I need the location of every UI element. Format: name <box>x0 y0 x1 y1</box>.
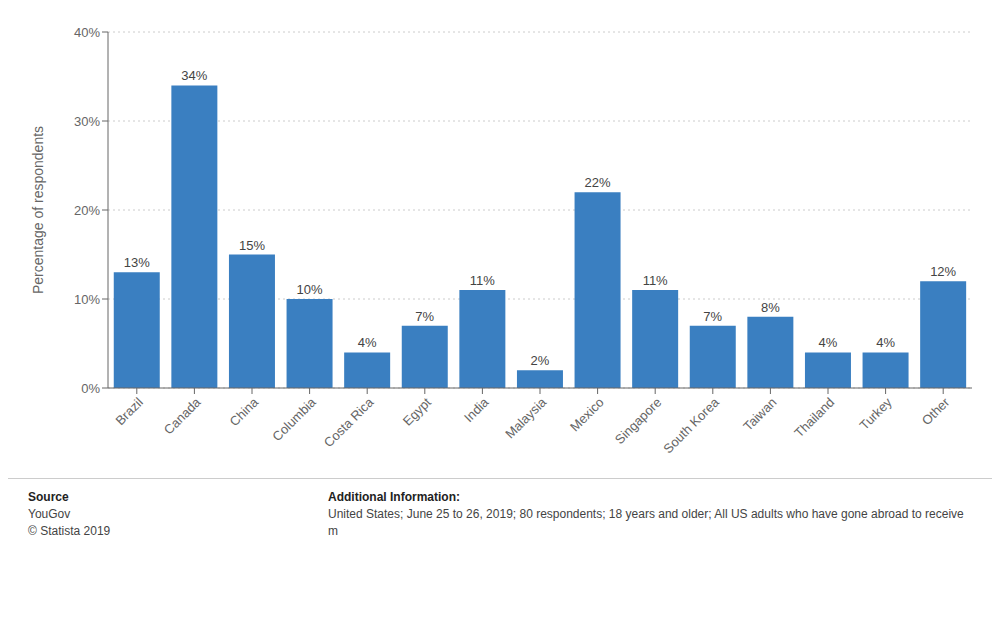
svg-text:7%: 7% <box>415 309 434 324</box>
svg-text:Malaysia: Malaysia <box>502 394 549 441</box>
svg-text:Columbia: Columbia <box>269 394 319 444</box>
svg-text:4%: 4% <box>819 335 838 350</box>
svg-text:Egypt: Egypt <box>400 394 434 428</box>
svg-text:11%: 11% <box>470 273 495 288</box>
svg-text:8%: 8% <box>761 300 780 315</box>
svg-text:Turkey: Turkey <box>856 394 895 433</box>
svg-text:Canada: Canada <box>161 394 204 437</box>
svg-text:Taiwan: Taiwan <box>740 395 779 434</box>
svg-text:China: China <box>227 394 262 429</box>
svg-text:Percentage of respondents: Percentage of respondents <box>30 126 46 294</box>
svg-text:Other: Other <box>919 394 953 428</box>
svg-text:15%: 15% <box>239 238 265 253</box>
svg-text:7%: 7% <box>703 309 722 324</box>
svg-text:Brazil: Brazil <box>112 395 146 429</box>
svg-text:12%: 12% <box>930 264 956 279</box>
svg-text:34%: 34% <box>181 68 207 83</box>
svg-text:Thailand: Thailand <box>791 395 837 441</box>
svg-text:13%: 13% <box>124 255 150 270</box>
svg-text:India: India <box>461 394 492 425</box>
html-text:YouGov: YouGov <box>28 507 71 521</box>
svg-text:South Korea: South Korea <box>660 394 722 456</box>
svg-text:Mexico: Mexico <box>567 395 607 435</box>
html-text:Source: Source <box>28 490 69 504</box>
svg-text:Costa Rica: Costa Rica <box>321 394 377 450</box>
svg-text:Singapore: Singapore <box>612 395 665 448</box>
html-text:United States; June 25 to 26,: United States; June 25 to 26, 2019; 80 r… <box>328 507 964 538</box>
svg-text:40%: 40% <box>74 25 100 40</box>
svg-text:4%: 4% <box>358 335 377 350</box>
svg-text:4%: 4% <box>876 335 895 350</box>
svg-text:0%: 0% <box>81 381 100 396</box>
html-text:Additional Information:: Additional Information: <box>328 490 460 504</box>
svg-text:2%: 2% <box>531 353 550 368</box>
svg-text:20%: 20% <box>74 203 100 218</box>
svg-text:30%: 30% <box>74 114 100 129</box>
svg-text:11%: 11% <box>643 273 668 288</box>
svg-text:10%: 10% <box>74 292 100 307</box>
html-text:© Statista 2019: © Statista 2019 <box>28 524 111 538</box>
svg-text:22%: 22% <box>585 175 611 190</box>
svg-text:10%: 10% <box>297 282 323 297</box>
